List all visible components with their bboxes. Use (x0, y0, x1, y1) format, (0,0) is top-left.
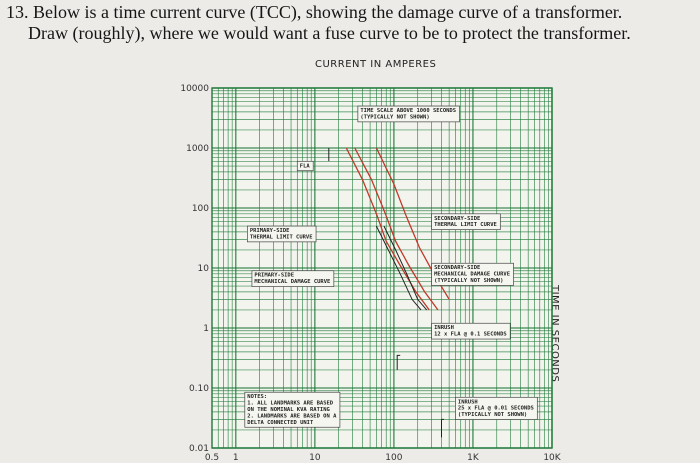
annotation-text: SECONDARY-SIDE (434, 265, 480, 271)
annotation-text: ON THE NOMINAL KVA RATING (247, 407, 330, 413)
y-tick-label: 100 (192, 204, 209, 214)
annotation-text: INRUSH (458, 399, 478, 405)
annotation-text: DELTA CONNECTED UNIT (247, 420, 314, 426)
annotation-text: THERMAL LIMIT CURVE (250, 234, 313, 240)
annotation-text: 1. ALL LANDMARKS ARE BASED (247, 401, 333, 407)
x-axis-title: CURRENT IN AMPERES (315, 59, 437, 70)
annotations: TIME SCALE ABOVE 1000 SECONDS(TYPICALLY … (244, 105, 538, 428)
series-line-4 (375, 225, 422, 311)
x-tick-label: 10K (543, 453, 561, 463)
question-line-2: Draw (roughly), where we would want a fu… (28, 23, 631, 43)
annotation-box (357, 105, 460, 123)
annotation-text: PRIMARY-SIDE (250, 228, 290, 234)
y-tick-label: 0.10 (189, 384, 209, 394)
x-tick-label: 1 (233, 453, 239, 463)
series-line-2 (354, 147, 439, 311)
annotation-text: (TYPICALLY NOT SHOWN) (360, 114, 429, 120)
annotation-box (244, 391, 341, 428)
tick-labels: 10000 1000 100 10 1 0.10 0.010.5 1 10 100 1K 10K (180, 84, 561, 463)
series-line-5 (383, 225, 428, 311)
annotation-text: (TYPICALLY NOT SHOWN) (458, 412, 527, 418)
annotation-text: INRUSH (434, 325, 454, 331)
x-tick-label: 10 (309, 453, 321, 463)
y-tick-label: 1000 (186, 144, 209, 154)
annotation-text: MECHANICAL DAMAGE CURVE (434, 272, 510, 278)
annotation-text: NOTES: (247, 394, 267, 400)
series-line-8 (441, 418, 444, 438)
curves (328, 147, 450, 438)
annotation-text: TIME SCALE ABOVE 1000 SECONDS (360, 108, 456, 114)
annotation-text: 2. LANDMARKS ARE BASED ON A (247, 413, 337, 419)
annotation-box (431, 322, 511, 340)
x-tick-label: 100 (385, 453, 402, 463)
question-line-1: 13. Below is a time current curve (TCC),… (6, 2, 623, 22)
annotation-box (431, 262, 514, 286)
series-line-1 (345, 147, 430, 311)
x-tick-label: 0.5 (205, 453, 219, 463)
annotation-text: SECONDARY-SIDE (434, 216, 480, 222)
annotation-box (296, 160, 314, 172)
annotation-text: (TYPICALLY NOT SHOWN) (434, 278, 503, 284)
y-tick-label: 10 (198, 264, 210, 274)
x-tick-label: 1K (467, 453, 480, 463)
annotation-text: THERMAL LIMIT CURVE (434, 222, 497, 228)
annotation-box (455, 396, 538, 420)
annotation-1: TIME SCALE ABOVE 1000 SECONDS(TYPICALLY … (357, 105, 460, 123)
annotation-2: FLA (296, 160, 314, 172)
y-tick-label: 0.01 (189, 444, 209, 454)
annotation-text: PRIMARY-SIDE (254, 273, 294, 279)
y-tick-label: 10000 (180, 84, 209, 94)
question-text: 13. Below is a time current curve (TCC),… (6, 2, 696, 44)
annotation-text: MECHANICAL DAMAGE CURVE (254, 279, 330, 285)
annotation-box (246, 225, 317, 243)
annotation-text: 25 x FLA @ 0.01 SECONDS (458, 406, 534, 412)
annotation-text: 12 x FLA @ 0.1 SECONDS (434, 332, 507, 338)
annotation-box (431, 213, 501, 230)
annotation-text: FLA (300, 163, 311, 169)
annotation-box (251, 270, 335, 287)
y-tick-label: 1 (203, 324, 209, 334)
series-line-7 (396, 354, 401, 370)
